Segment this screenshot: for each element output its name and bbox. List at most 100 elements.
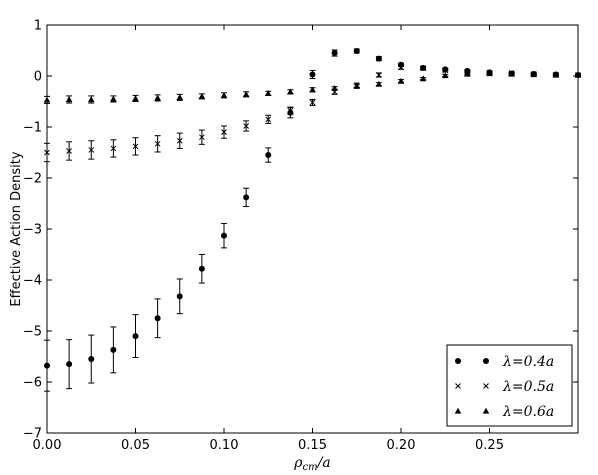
data-point: [441, 72, 449, 79]
data-point: [309, 99, 316, 106]
data-point: [419, 75, 427, 82]
marker-stroke: [132, 143, 139, 150]
y-tick-label: −7: [23, 427, 42, 442]
data-point: [154, 94, 161, 101]
data-point: [242, 91, 250, 97]
y-tick-label: −5: [23, 325, 42, 340]
data-point: [88, 147, 95, 153]
legend: λ=0.4a λ=0.5a λ=0.6a: [446, 344, 573, 427]
marker-stroke: [376, 72, 382, 78]
y-tick-label: −1: [23, 121, 42, 136]
data-point: [110, 346, 117, 353]
y-tick-label: 1: [34, 19, 42, 34]
data-point: [464, 70, 471, 77]
data-point: [132, 143, 139, 150]
marker-stroke: [154, 140, 161, 147]
data-point: [287, 107, 294, 114]
x-axis-label-main: ρ: [293, 455, 303, 471]
data-point: [132, 333, 139, 340]
legend-label: λ=0.4a: [502, 354, 554, 370]
data-point: [331, 84, 338, 91]
data-point: [110, 95, 117, 102]
data-point: [199, 134, 205, 141]
marker-stroke: [265, 116, 272, 123]
x-tick-label: 0.15: [298, 438, 327, 453]
data-point: [375, 55, 382, 62]
legend-marker: [482, 407, 490, 414]
legend-marker: [483, 358, 489, 364]
x-tick-label: 0.05: [121, 438, 150, 453]
data-point: [442, 67, 449, 74]
data-point: [420, 65, 426, 72]
marker-stroke: [287, 107, 294, 114]
marker-stroke: [420, 65, 426, 72]
legend-marker: [454, 407, 462, 414]
data-point: [265, 152, 272, 159]
x-tick-label: 0.25: [475, 438, 504, 453]
data-point: [176, 293, 183, 300]
x-axis-label-sub: cm: [303, 462, 318, 473]
data-point: [552, 71, 560, 78]
data-point: [198, 93, 206, 100]
legend-marker: [483, 383, 489, 389]
marker-stroke: [455, 383, 461, 389]
marker-stroke: [66, 148, 72, 154]
data-point: [398, 64, 404, 71]
x-tick-label: 0.20: [387, 438, 416, 453]
data-point: [65, 96, 73, 103]
y-tick-label: 0: [34, 70, 42, 85]
data-point: [309, 71, 316, 78]
data-point: [375, 80, 383, 87]
data-point: [265, 116, 272, 123]
marker-stroke: [483, 383, 489, 389]
x-tick-label: 0.00: [33, 438, 62, 453]
data-point: [132, 95, 139, 102]
data-point: [176, 137, 183, 144]
data-point: [87, 96, 95, 103]
data-point: [530, 71, 538, 78]
x-axis-label: ρcm/a: [293, 455, 330, 473]
marker-stroke: [442, 67, 449, 74]
data-point: [353, 48, 360, 55]
data-point: [220, 92, 228, 99]
data-point: [264, 90, 272, 96]
data-point: [176, 94, 184, 101]
data-point: [221, 129, 227, 135]
data-point: [243, 123, 249, 129]
y-axis-label: Effective Action Density: [9, 151, 24, 306]
y-tick-label: −2: [23, 172, 42, 187]
data-point: [88, 356, 95, 363]
data-point: [221, 232, 227, 239]
marker-stroke: [88, 147, 95, 153]
legend-label: λ=0.6a: [502, 404, 554, 420]
data-point: [309, 86, 316, 93]
legend-label: λ=0.5a: [502, 379, 554, 395]
data-point: [486, 70, 493, 77]
data-point: [154, 140, 161, 147]
marker-stroke: [309, 99, 316, 106]
y-tick-label: −3: [23, 223, 42, 238]
data-point: [376, 72, 382, 78]
marker-stroke: [176, 137, 183, 144]
data-point: [508, 70, 515, 77]
data-point: [66, 148, 72, 154]
legend-marker: [455, 383, 461, 389]
data-point: [331, 50, 338, 57]
y-tick-label: −4: [23, 274, 42, 289]
legend-box: [446, 344, 573, 427]
marker-stroke: [110, 145, 117, 152]
marker-stroke: [243, 123, 249, 129]
data-point: [154, 315, 161, 322]
x-axis-label-tail: /a: [316, 455, 331, 471]
data-point: [353, 82, 361, 89]
x-tick-label: 0.10: [210, 438, 239, 453]
marker-stroke: [221, 129, 227, 135]
marker-stroke: [398, 64, 404, 71]
ticks-layer: 0.00 0.05 0.10 0.15 0.20 0.25 1 0 −1 −2 −3 −4 −5 −6 −7: [23, 19, 578, 453]
data-point: [66, 361, 73, 368]
data-point: [397, 77, 405, 84]
data-point: [243, 194, 250, 201]
marker-stroke: [199, 134, 205, 141]
data-point: [198, 265, 205, 272]
